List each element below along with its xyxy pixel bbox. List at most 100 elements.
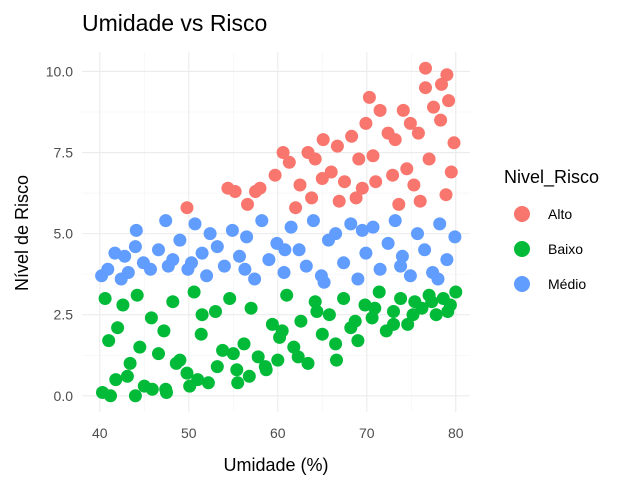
data-point [308, 152, 322, 166]
data-point [366, 149, 380, 163]
data-point [403, 116, 417, 130]
data-point [230, 363, 244, 377]
data-point [180, 201, 194, 215]
x-axis-ticks: 40 50 60 70 80 [92, 425, 464, 441]
y-tick-label: 0.0 [54, 388, 74, 404]
series-baixo [96, 285, 463, 403]
data-point [111, 321, 125, 335]
data-point [301, 356, 315, 370]
data-point [440, 68, 454, 82]
data-point [191, 373, 205, 387]
data-point [418, 243, 432, 257]
data-point [358, 298, 372, 312]
x-tick-label: 60 [270, 425, 286, 441]
data-point [400, 162, 414, 176]
data-point [355, 223, 369, 237]
data-point [251, 350, 265, 364]
data-point [442, 94, 456, 108]
data-point [351, 272, 365, 286]
data-point [209, 305, 222, 318]
data-point [355, 181, 369, 195]
data-point [435, 77, 448, 91]
data-point [403, 269, 417, 283]
data-point [448, 230, 462, 244]
data-point [395, 249, 409, 263]
data-point [248, 272, 262, 286]
data-point [277, 266, 291, 279]
data-point [276, 146, 290, 159]
data-point [101, 262, 115, 276]
data-point [315, 327, 329, 341]
legend-marker-baixo [514, 241, 530, 257]
data-point [129, 223, 143, 237]
data-point [447, 136, 461, 150]
y-tick-label: 10.0 [46, 63, 73, 79]
y-tick-label: 7.5 [54, 145, 74, 161]
data-point [427, 100, 440, 114]
legend-label-baixo: Baixo [548, 241, 583, 257]
data-point [280, 288, 294, 302]
series-alto [180, 61, 461, 215]
data-point [128, 389, 142, 403]
data-point [144, 311, 158, 325]
data-point [210, 240, 224, 254]
data-point [317, 275, 331, 289]
data-point [242, 369, 256, 383]
data-point [278, 243, 292, 257]
data-point [152, 243, 165, 257]
data-point [359, 116, 373, 130]
data-point [305, 191, 319, 205]
data-point [329, 337, 343, 351]
data-point [388, 133, 402, 147]
data-points [95, 61, 463, 403]
data-point [419, 81, 432, 95]
data-point [159, 214, 173, 228]
data-point [231, 376, 245, 390]
data-point [241, 197, 254, 211]
data-point [387, 305, 400, 318]
data-point [289, 201, 303, 215]
data-point [265, 317, 279, 331]
data-point [310, 305, 324, 318]
data-point [366, 220, 380, 234]
data-point [352, 152, 366, 166]
x-tick-label: 80 [448, 425, 464, 441]
y-tick-label: 2.5 [54, 307, 74, 323]
data-point [431, 272, 445, 286]
data-point [373, 262, 387, 276]
data-point [332, 194, 346, 208]
data-point [308, 295, 322, 309]
data-point [160, 386, 173, 399]
data-point [349, 191, 363, 205]
data-point [195, 308, 209, 322]
legend-items: Alto Baixo Médio [514, 206, 586, 292]
data-point [362, 90, 376, 104]
y-axis-ticks: 0.0 2.5 5.0 7.5 10.0 [46, 63, 73, 403]
data-point [388, 214, 402, 228]
data-point [262, 253, 276, 267]
data-point [233, 249, 246, 263]
data-point [444, 165, 458, 179]
data-point [330, 139, 344, 153]
data-point [413, 194, 427, 208]
data-point [228, 185, 242, 198]
legend-label-alto: Alto [548, 206, 572, 222]
data-point [368, 301, 382, 315]
data-point [109, 373, 123, 387]
data-point [299, 259, 313, 273]
data-point [293, 178, 307, 192]
data-point [372, 285, 386, 299]
data-point [118, 249, 132, 263]
data-point [386, 168, 400, 182]
data-point [407, 178, 421, 192]
data-point [411, 227, 424, 241]
data-point [259, 363, 273, 377]
data-point [210, 360, 224, 374]
data-point [173, 233, 187, 247]
data-point [201, 376, 215, 390]
data-point [330, 353, 343, 367]
data-point [161, 259, 175, 273]
data-point [359, 246, 373, 260]
data-point [294, 314, 308, 328]
data-point [440, 253, 454, 267]
